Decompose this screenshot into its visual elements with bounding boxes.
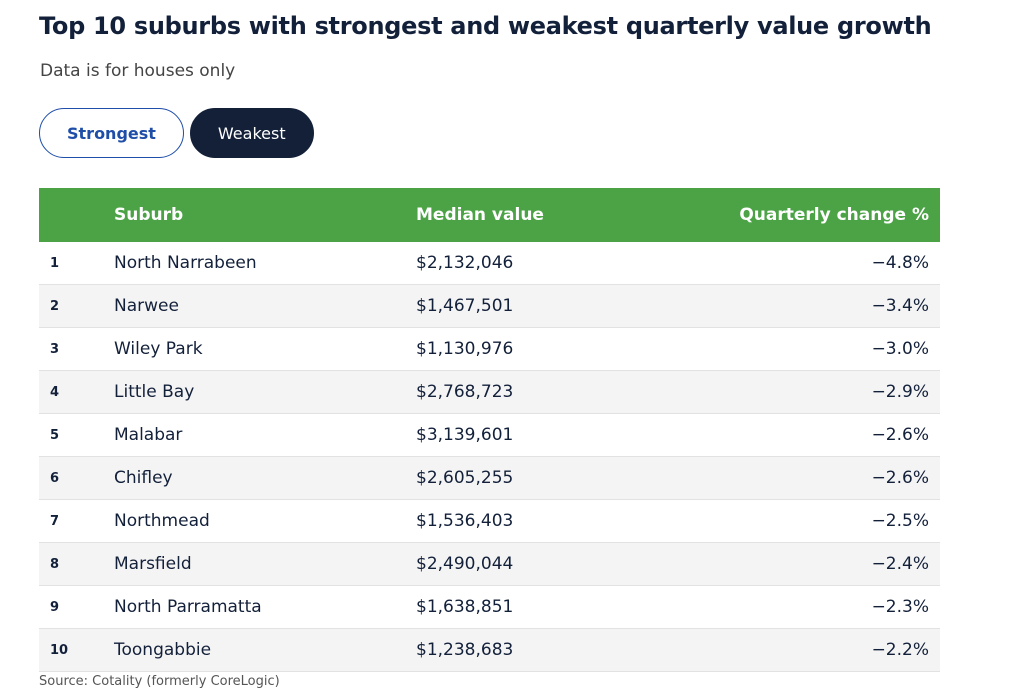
- table-cell: Marsfield: [113, 542, 415, 586]
- table-cell: −2.4%: [620, 542, 940, 586]
- table-cell: $2,768,723: [415, 370, 621, 414]
- table-cell: $1,638,851: [415, 585, 621, 629]
- table-row: 5 Malabar $3,139,601 −2.6%: [39, 413, 940, 457]
- table-cell: −3.0%: [620, 327, 940, 371]
- table-cell: Chifley: [113, 456, 415, 500]
- rank-cell: 2: [39, 284, 113, 328]
- table-cell: $1,536,403: [415, 499, 621, 543]
- rank-cell: 9: [39, 585, 113, 629]
- table-cell: Northmead: [113, 499, 415, 543]
- table-cell: Toongabbie: [113, 628, 415, 672]
- table-row: 7 Northmead $1,536,403 −2.5%: [39, 499, 940, 543]
- table-cell: North Narrabeen: [113, 242, 415, 285]
- rank-cell: 3: [39, 327, 113, 371]
- rank-cell: 1: [39, 242, 113, 285]
- table-cell: Malabar: [113, 413, 415, 457]
- table-cell: −2.5%: [620, 499, 940, 543]
- table-row: 1 North Narrabeen $2,132,046 −4.8%: [39, 242, 940, 285]
- table-cell: $1,467,501: [415, 284, 621, 328]
- tab-button[interactable]: Strongest: [39, 108, 184, 158]
- table-cell: −2.2%: [620, 628, 940, 672]
- table-cell: −2.6%: [620, 413, 940, 457]
- rank-cell: 10: [39, 628, 113, 672]
- table-cell: −2.3%: [620, 585, 940, 629]
- rank-cell: 7: [39, 499, 113, 543]
- table-cell: Wiley Park: [113, 327, 415, 371]
- table-cell: −2.6%: [620, 456, 940, 500]
- table-row: 3 Wiley Park $1,130,976 −3.0%: [39, 327, 940, 371]
- table-row: 6 Chifley $2,605,255 −2.6%: [39, 456, 940, 500]
- data-table: Suburb Median value Quarterly change % 1 No…: [39, 188, 940, 672]
- table-row: 9 North Parramatta $1,638,851 −2.3%: [39, 585, 940, 629]
- rank-cell: 6: [39, 456, 113, 500]
- table-cell: $2,132,046: [415, 242, 621, 285]
- table-cell: −2.9%: [620, 370, 940, 414]
- table-cell: $1,130,976: [415, 327, 621, 371]
- source-note: Source: Cotality (formerly CoreLogic): [39, 674, 280, 689]
- title: Top 10 suburbs with strongest and weakes…: [39, 12, 932, 40]
- table-row: 8 Marsfield $2,490,044 −2.4%: [39, 542, 940, 586]
- table-row: 10 Toongabbie $1,238,683 −2.2%: [39, 628, 940, 672]
- table-cell: Narwee: [113, 284, 415, 328]
- rank-cell: 4: [39, 370, 113, 414]
- table-row: 4 Little Bay $2,768,723 −2.9%: [39, 370, 940, 414]
- table-body: 1 North Narrabeen $2,132,046 −4.8% 2 Narwee $1…: [39, 242, 940, 672]
- table-row: 2 Narwee $1,467,501 −3.4%: [39, 284, 940, 328]
- table-cell: $3,139,601: [415, 413, 621, 457]
- column-header: Suburb: [113, 188, 415, 242]
- column-header: Median value: [415, 188, 621, 242]
- table-head: Suburb Median value Quarterly change %: [39, 188, 940, 242]
- table-cell: Little Bay: [113, 370, 415, 414]
- header-row: Suburb Median value Quarterly change %: [39, 188, 940, 242]
- column-header: Quarterly change %: [620, 188, 940, 242]
- table-cell: $1,238,683: [415, 628, 621, 672]
- tab-bar: Strongest Weakest: [39, 108, 314, 158]
- table-cell: North Parramatta: [113, 585, 415, 629]
- subtitle: Data is for houses only: [40, 61, 236, 81]
- table-cell: $2,490,044: [415, 542, 621, 586]
- rank-cell: 8: [39, 542, 113, 586]
- rank-cell: 5: [39, 413, 113, 457]
- rank-header: [39, 188, 113, 242]
- table-cell: −3.4%: [620, 284, 940, 328]
- table-cell: $2,605,255: [415, 456, 621, 500]
- tab-button[interactable]: Weakest: [189, 108, 314, 158]
- table-cell: −4.8%: [620, 242, 940, 285]
